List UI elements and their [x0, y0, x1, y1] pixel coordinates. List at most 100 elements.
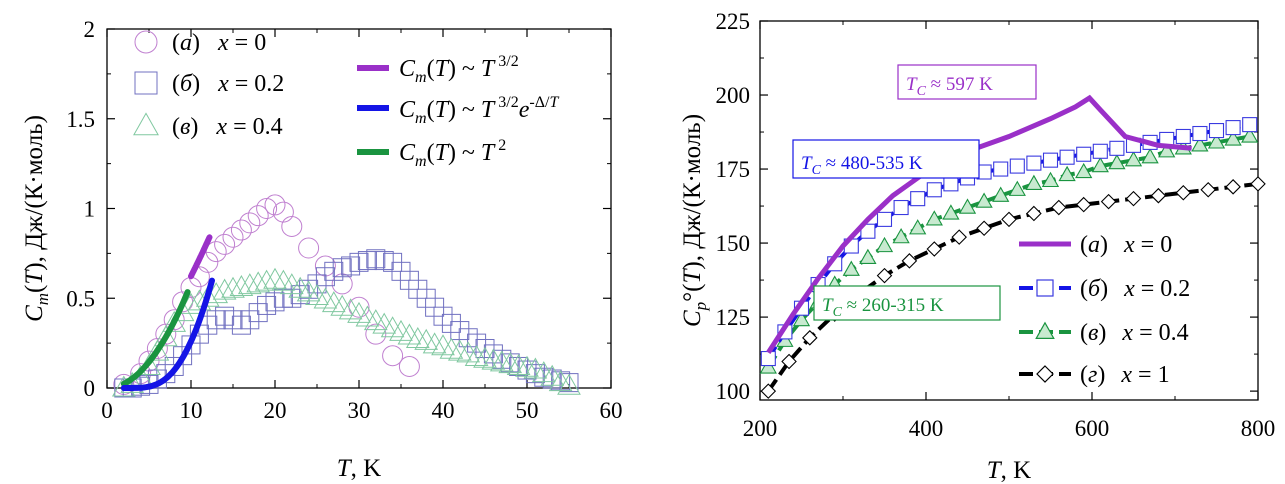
- data-point: [246, 271, 271, 293]
- data-point: [355, 305, 380, 327]
- data-point: [509, 356, 529, 376]
- series-x0: [766, 94, 1192, 354]
- data-point: [263, 267, 287, 289]
- x-tick-label: 600: [1075, 416, 1110, 441]
- data-point: [414, 328, 439, 350]
- data-point: [860, 223, 876, 239]
- data-point: [876, 267, 893, 284]
- data-point: [1207, 133, 1226, 149]
- data-point: [557, 373, 581, 395]
- data-point: [958, 198, 977, 214]
- data-point: [405, 327, 430, 349]
- data-point: [1158, 142, 1176, 158]
- y-axis-label: Cm(T), Дж/(К·моль): [21, 115, 52, 322]
- data-point: [1175, 128, 1191, 145]
- legend-label: (а) x = 0: [1080, 232, 1172, 258]
- data-point: [875, 236, 894, 253]
- data-point: [975, 192, 993, 208]
- data-point: [1225, 179, 1241, 195]
- data-point: [760, 350, 776, 367]
- data-point: [433, 306, 453, 326]
- data-point: [257, 295, 277, 315]
- data-point: [215, 306, 235, 326]
- data-point: [1141, 148, 1159, 164]
- x-axis-label: T, K: [987, 457, 1031, 484]
- data-point: [1008, 180, 1026, 196]
- data-point: [926, 241, 943, 257]
- series-x04: [111, 267, 581, 397]
- data-point: [338, 298, 363, 320]
- annotation-tc-x04-box: [813, 285, 1001, 321]
- data-point: [1124, 150, 1143, 167]
- data-point: [223, 310, 243, 330]
- data-point: [1075, 196, 1092, 213]
- data-point: [542, 369, 562, 389]
- data-point: [1076, 146, 1092, 162]
- legend-marker: [134, 71, 158, 95]
- data-point: [892, 227, 910, 244]
- data-point: [802, 330, 818, 346]
- legend-label: (б) x = 0.2: [172, 71, 284, 97]
- data-point: [893, 199, 909, 216]
- data-point: [759, 358, 777, 374]
- data-point: [279, 273, 304, 295]
- data-point: [431, 334, 455, 356]
- annotation-tc-x04-label: TC ≈ 260-315 K: [822, 295, 944, 320]
- data-point: [1125, 190, 1142, 207]
- data-point: [231, 315, 251, 335]
- data-point: [1225, 120, 1241, 136]
- data-point: [230, 219, 252, 241]
- data-point: [330, 294, 355, 316]
- x-tick-label: 20: [264, 398, 287, 423]
- annotation-tc-x02-box: [792, 139, 980, 179]
- legend-label: Cm(T) ~ T 3/2: [399, 53, 519, 86]
- data-point: [162, 310, 187, 332]
- y-tick-label: 225: [716, 9, 751, 34]
- data-point: [992, 186, 1010, 202]
- x-tick-label: 200: [743, 416, 778, 441]
- data-point: [1042, 152, 1059, 168]
- legend-label: (в) x = 0.4: [172, 114, 283, 140]
- data-point: [315, 267, 335, 287]
- data-point: [1059, 149, 1075, 165]
- data-point: [256, 198, 278, 219]
- x-tick-label: 10: [180, 398, 203, 423]
- y-tick-label: 100: [716, 379, 751, 404]
- data-point: [1192, 125, 1208, 142]
- data-point: [450, 321, 470, 341]
- x-tick-label: 60: [600, 398, 623, 423]
- data-point: [1241, 127, 1259, 143]
- data-point: [531, 361, 556, 383]
- legend-marker: [1036, 365, 1054, 383]
- data-point: [498, 352, 523, 374]
- data-point: [240, 310, 260, 330]
- x-tick-label: 0: [101, 398, 113, 423]
- x-tick-label: 30: [348, 398, 371, 423]
- data-point: [951, 229, 967, 245]
- data-point: [229, 274, 254, 296]
- x-tick-label: 800: [1241, 416, 1276, 441]
- data-point: [559, 373, 579, 393]
- data-point: [153, 325, 178, 347]
- data-point: [842, 260, 860, 276]
- data-point: [305, 283, 329, 305]
- data-point: [264, 194, 286, 216]
- legend-label: Cm(T) ~ T 3/2e-Δ/T: [399, 94, 559, 127]
- data-point: [248, 303, 268, 323]
- series-x04: [759, 127, 1259, 374]
- data-point: [398, 355, 420, 377]
- data-point: [473, 346, 497, 368]
- data-point: [321, 291, 346, 313]
- data-point: [113, 373, 135, 395]
- data-point: [489, 350, 514, 372]
- data-point: [146, 338, 168, 360]
- data-point: [1191, 136, 1209, 152]
- y-tick-label: 200: [716, 83, 751, 108]
- data-point: [239, 212, 261, 234]
- data-point: [760, 383, 777, 399]
- data-point: [1109, 140, 1125, 156]
- data-point: [296, 280, 321, 302]
- y-tick-label: 125: [716, 305, 751, 330]
- data-point: [271, 269, 296, 291]
